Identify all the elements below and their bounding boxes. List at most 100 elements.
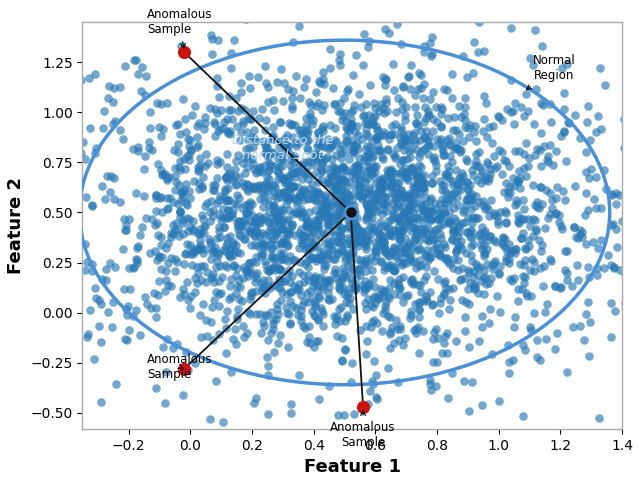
Point — [317, 167, 327, 175]
Point — [294, 192, 304, 199]
Point — [103, 94, 113, 102]
Point — [426, 231, 436, 239]
Point — [263, 218, 273, 226]
Point — [157, 171, 167, 179]
Point — [399, 134, 410, 142]
Point — [339, 269, 349, 276]
Point — [404, 139, 415, 146]
Point — [280, 277, 291, 284]
Point — [338, 113, 348, 120]
Point — [326, 245, 336, 253]
Point — [362, 203, 372, 211]
Point — [195, 226, 205, 233]
Point — [246, 217, 256, 225]
Point — [365, 82, 375, 89]
Point — [469, 38, 479, 46]
Point — [305, 237, 315, 245]
Point — [332, 313, 342, 320]
Point — [461, 249, 472, 257]
Point — [331, 182, 341, 190]
Point — [518, 215, 529, 223]
Point — [291, 72, 301, 80]
Point — [121, 221, 131, 229]
Point — [208, 181, 218, 189]
Point — [231, 340, 241, 347]
Point — [521, 139, 531, 146]
Point — [331, 152, 341, 159]
Point — [236, 104, 246, 112]
Point — [365, 164, 375, 172]
Point — [151, 191, 161, 199]
Point — [413, 193, 423, 201]
Point — [345, 294, 355, 302]
Point — [611, 225, 621, 233]
Point — [520, 244, 530, 252]
Point — [252, 227, 262, 234]
Point — [353, 237, 363, 245]
Point — [390, 108, 401, 115]
Point — [95, 300, 106, 308]
Point — [445, 260, 455, 268]
Point — [239, 228, 250, 236]
Point — [582, 206, 593, 214]
Point — [330, 191, 340, 199]
Point — [485, 232, 495, 240]
Point — [369, 173, 379, 181]
Point — [272, 305, 282, 313]
Point — [212, 160, 222, 168]
Point — [467, 378, 477, 386]
Point — [271, 212, 282, 220]
Point — [308, 240, 318, 248]
Point — [246, 156, 257, 163]
Point — [346, 108, 356, 116]
Point — [422, 230, 432, 238]
Point — [204, 235, 214, 243]
Point — [255, 279, 266, 286]
Point — [378, 287, 388, 295]
Point — [476, 241, 486, 249]
Point — [502, 193, 513, 201]
Point — [428, 335, 438, 343]
Point — [245, 227, 255, 234]
Point — [342, 125, 352, 133]
Point — [415, 282, 425, 289]
Point — [316, 273, 326, 281]
Text: Normal
Region: Normal Region — [527, 54, 575, 90]
Point — [411, 186, 421, 194]
Point — [484, 165, 495, 173]
Point — [398, 273, 408, 281]
Point — [582, 118, 592, 126]
Point — [362, 235, 372, 242]
Point — [361, 145, 371, 153]
Point — [406, 200, 416, 208]
Point — [366, 267, 376, 274]
Point — [189, 288, 200, 296]
Point — [244, 156, 254, 163]
Point — [257, 229, 268, 237]
Point — [223, 206, 233, 214]
Point — [81, 266, 91, 274]
Point — [202, 269, 212, 276]
Point — [570, 111, 580, 119]
Point — [435, 177, 445, 185]
Point — [310, 312, 321, 320]
Point — [326, 238, 337, 245]
Point — [300, 187, 310, 195]
Point — [463, 266, 473, 274]
Point — [360, 188, 370, 196]
Point — [393, 279, 403, 287]
Point — [402, 242, 412, 250]
Point — [205, 274, 216, 282]
Point — [479, 173, 490, 181]
Point — [263, 153, 273, 160]
Point — [317, 159, 328, 167]
Point — [346, 378, 356, 386]
Point — [507, 278, 517, 285]
Point — [398, 341, 408, 349]
Point — [242, 267, 252, 274]
Point — [380, 287, 390, 295]
Point — [244, 202, 254, 210]
Point — [397, 202, 408, 210]
Text: Anomalous
Sample: Anomalous Sample — [330, 411, 396, 449]
Point — [262, 143, 272, 151]
